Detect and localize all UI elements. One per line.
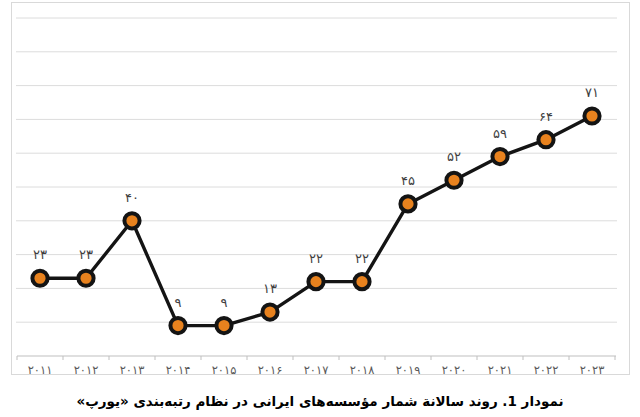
x-axis-label: ۲۰۱۳ — [120, 363, 145, 377]
x-axis-label: ۲۰۱۷ — [304, 363, 329, 377]
data-point-marker — [78, 271, 93, 286]
x-axis-label: ۲۰۲۰ — [442, 363, 467, 377]
data-point-marker — [492, 149, 507, 164]
x-axis-label: ۲۰۱۹ — [396, 363, 421, 377]
x-axis-label: ۲۰۱۱ — [28, 363, 53, 377]
data-point-label: ۲۲ — [309, 251, 323, 266]
x-axis-label: ۲۰۲۲ — [534, 363, 559, 377]
data-point-marker — [400, 196, 415, 211]
data-point-marker — [354, 274, 369, 289]
data-point-label: ۵۲ — [447, 149, 461, 164]
chart-figure: ۲۰۱۱ ۲۰۱۲ ۲۰۱۳ ۲۰۱۴ ۲۰۱۵ ۲۰۱۶ ۲۰۱۷ ۲۰۱۸ ۲۰۱۹ ۲۰۲۰… — [0, 0, 640, 417]
data-point-label: ۵۹ — [493, 126, 507, 141]
data-point-label: ۶۴ — [539, 109, 553, 124]
data-point-marker — [308, 274, 323, 289]
data-point-label: ۹ — [175, 295, 182, 310]
data-point-marker — [124, 213, 139, 228]
data-point-marker — [216, 318, 231, 333]
x-axis-label: ۲۰۲۱ — [488, 363, 513, 377]
data-point-label: ۷۱ — [585, 85, 599, 100]
x-axis-label: ۲۰۱۸ — [350, 363, 375, 377]
data-point-label: ۴۵ — [401, 173, 415, 188]
line-chart: ۲۰۱۱ ۲۰۱۲ ۲۰۱۳ ۲۰۱۴ ۲۰۱۵ ۲۰۱۶ ۲۰۱۷ ۲۰۱۸ ۲۰۱۹ ۲۰۲۰… — [0, 0, 640, 385]
data-point-marker — [170, 318, 185, 333]
chart-caption: نمودار 1. روند سالانة شمار مؤسسه‌های ایر… — [0, 388, 640, 414]
x-axis-label: ۲۰۱۴ — [166, 363, 191, 377]
data-point-label: ۲۳ — [33, 247, 47, 262]
data-point-label: ۲۳ — [79, 247, 93, 262]
x-axis-label: ۲۰۲۳ — [580, 363, 605, 377]
data-point-label: ۹ — [221, 295, 228, 310]
data-point-marker — [32, 271, 47, 286]
data-point-label: ۲۲ — [355, 251, 369, 266]
x-axis-label: ۲۰۱۶ — [258, 363, 283, 377]
data-point-marker — [446, 173, 461, 188]
data-point-marker — [538, 132, 553, 147]
x-axis-label: ۲۰۱۵ — [212, 363, 237, 377]
chart-frame — [12, 3, 630, 375]
data-point-marker — [584, 108, 599, 123]
data-point-label: ۴۰ — [125, 190, 139, 205]
x-axis-label: ۲۰۱۲ — [74, 363, 99, 377]
data-point-marker — [262, 304, 277, 319]
data-point-label: ۱۳ — [263, 281, 277, 296]
